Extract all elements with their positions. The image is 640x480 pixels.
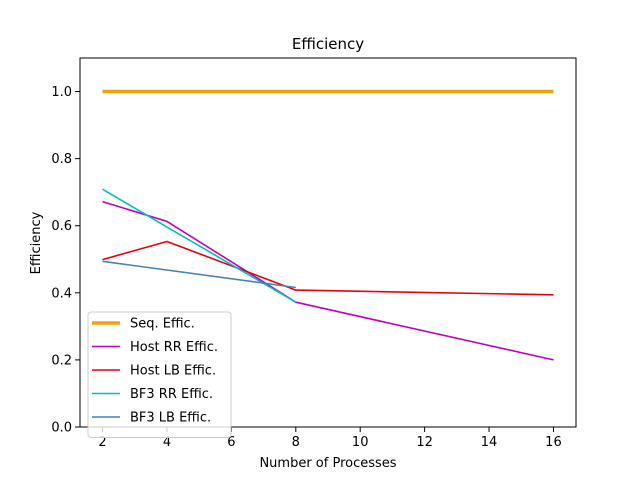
series-layer xyxy=(102,89,554,361)
axes-frame xyxy=(79,57,577,428)
series-line-host-lb-effic xyxy=(102,240,554,296)
x-tick-label: 6 xyxy=(227,435,235,450)
legend-label-bf3-rr-effic: BF3 RR Effic. xyxy=(130,387,213,402)
series-line-bf3-rr-effic xyxy=(102,188,297,303)
legend-label-bf3-lb-effic: BF3 LB Effic. xyxy=(130,411,211,426)
x-tick-label: 14 xyxy=(481,435,498,450)
chart-title: Efficiency xyxy=(292,35,364,53)
x-axis-label: Number of Processes xyxy=(259,456,396,471)
legend-label-seq-effic: Seq. Effic. xyxy=(130,317,195,332)
x-tick-label: 4 xyxy=(163,435,171,450)
x-tick-label: 2 xyxy=(98,435,106,450)
y-tick-label: 0.4 xyxy=(51,286,72,301)
series-line-host-rr-effic xyxy=(102,200,554,361)
y-axis-ticks: 0.0 0.2 0.4 0.6 0.8 1.0 xyxy=(51,85,80,436)
y-tick-label: 0.8 xyxy=(51,152,72,167)
y-axis-label: Efficiency xyxy=(29,211,44,274)
legend-label-host-rr-effic: Host RR Effic. xyxy=(130,340,218,355)
legend: Seq. Effic. Host RR Effic. Host LB Effic. B… xyxy=(87,311,232,438)
x-tick-label: 16 xyxy=(545,435,562,450)
y-tick-label: 0.2 xyxy=(51,353,72,368)
x-tick-label: 12 xyxy=(416,435,433,450)
y-tick-label: 1.0 xyxy=(51,85,72,100)
series-line-bf3-lb-effic xyxy=(102,260,296,289)
x-tick-label: 8 xyxy=(292,435,300,450)
y-tick-label: 0.0 xyxy=(51,421,72,436)
legend-label-host-lb-effic: Host LB Effic. xyxy=(130,364,216,379)
x-tick-label: 10 xyxy=(352,435,369,450)
legend-box xyxy=(87,311,232,438)
y-tick-label: 0.6 xyxy=(51,219,72,234)
